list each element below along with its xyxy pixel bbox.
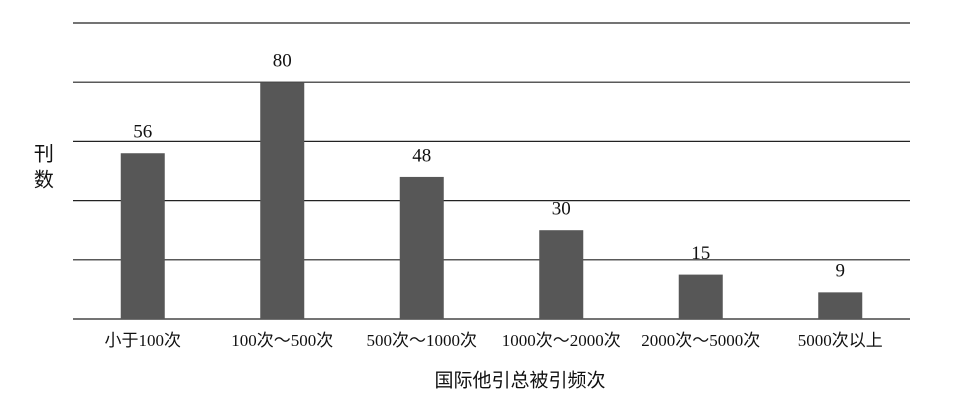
- x-tick-label: 100次～500次: [231, 331, 333, 350]
- value-label: 9: [836, 261, 846, 282]
- value-label: 15: [691, 243, 710, 264]
- x-tick-label: 5000次以上: [798, 331, 883, 350]
- bar: [260, 82, 305, 319]
- bar: [818, 292, 863, 319]
- x-tick-label: 2000次～5000次: [641, 331, 760, 350]
- x-axis-label: 国际他引总被引频次: [434, 369, 605, 391]
- value-label: 48: [412, 145, 431, 166]
- value-label: 80: [273, 51, 292, 72]
- x-tick-label: 小于100次: [105, 331, 182, 350]
- value-label: 30: [552, 199, 571, 220]
- bar: [399, 176, 444, 319]
- y-axis-label: 刊数: [30, 143, 53, 195]
- bar: [678, 274, 723, 319]
- bar: [539, 230, 584, 319]
- bar: [120, 153, 165, 319]
- value-label: 56: [133, 122, 152, 143]
- x-tick-label: 1000次～2000次: [502, 331, 621, 350]
- x-tick-label: 500次～1000次: [367, 331, 478, 350]
